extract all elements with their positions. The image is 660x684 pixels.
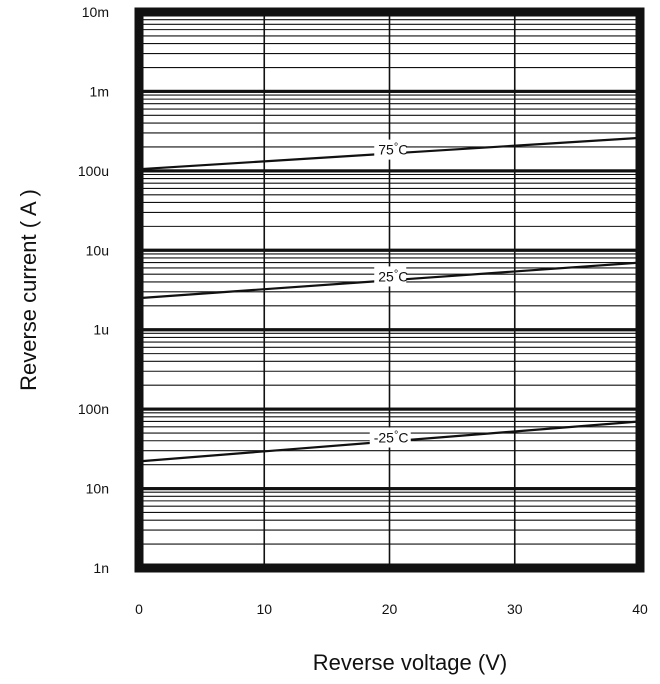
x-tick-label: 40 bbox=[632, 601, 648, 617]
y-tick-label: 10n bbox=[86, 481, 109, 497]
x-tick-label: 20 bbox=[382, 601, 398, 617]
series-label: 75°C bbox=[378, 142, 408, 158]
series-label-bg bbox=[369, 427, 411, 448]
y-tick-label: 100u bbox=[78, 163, 109, 179]
y-tick-label: 1u bbox=[93, 322, 109, 338]
y-tick-label: 100n bbox=[78, 401, 109, 417]
x-tick-label: 0 bbox=[135, 601, 143, 617]
label-layer: 75°C 25°C -25°C bbox=[369, 139, 411, 448]
series-label-bg bbox=[374, 266, 407, 287]
y-tick-label: 1n bbox=[93, 560, 109, 576]
y-axis-title: Reverse current ( A ) bbox=[16, 189, 41, 391]
x-tick-label: 30 bbox=[507, 601, 523, 617]
tick-layer: 1n 10n 100n 1u 10u 100u 1m 10m 0 10 20 30 40 bbox=[78, 4, 648, 617]
plot-frame bbox=[134, 7, 645, 573]
series-label-bg bbox=[374, 139, 407, 160]
x-tick-label: 10 bbox=[256, 601, 272, 617]
series-label: 25°C bbox=[378, 268, 408, 284]
y-tick-label: 10u bbox=[86, 242, 109, 258]
grid-layer bbox=[138, 10, 641, 570]
series-label: -25°C bbox=[374, 430, 409, 446]
y-tick-label: 1m bbox=[90, 83, 109, 99]
y-tick-label: 10m bbox=[82, 4, 109, 20]
x-axis-title: Reverse voltage (V) bbox=[313, 650, 507, 675]
